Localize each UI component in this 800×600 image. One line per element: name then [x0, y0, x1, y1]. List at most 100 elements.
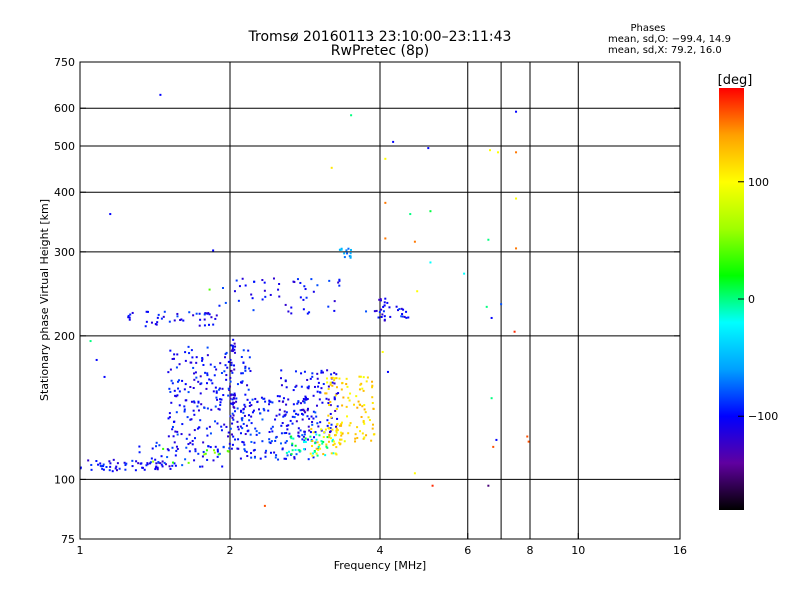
data-point — [281, 448, 284, 451]
data-point — [206, 458, 209, 461]
data-point — [295, 412, 298, 415]
data-point — [335, 431, 338, 434]
data-point — [320, 440, 323, 443]
data-point — [161, 460, 164, 463]
data-point — [193, 459, 196, 462]
data-point — [269, 451, 272, 454]
data-point — [280, 369, 283, 372]
data-point — [191, 356, 194, 359]
data-point — [359, 403, 362, 406]
data-point — [168, 387, 171, 390]
data-point — [319, 391, 322, 394]
x-tick-label: 10 — [571, 544, 585, 557]
data-point — [318, 443, 321, 446]
y-tick-label: 400 — [54, 186, 75, 199]
data-point — [304, 288, 307, 291]
data-point — [345, 377, 348, 380]
data-point — [258, 432, 261, 435]
data-point — [199, 375, 202, 378]
data-point — [274, 418, 277, 421]
data-point — [246, 430, 249, 433]
data-point — [163, 461, 166, 464]
data-point — [323, 431, 326, 434]
data-point — [233, 401, 236, 404]
data-point — [384, 157, 387, 160]
data-point — [198, 312, 201, 315]
data-point — [333, 442, 336, 445]
data-point — [193, 401, 196, 404]
data-point — [219, 403, 222, 406]
data-point — [294, 370, 297, 373]
data-point — [298, 449, 301, 452]
data-point — [125, 462, 128, 465]
data-point — [131, 311, 134, 314]
data-point — [377, 316, 380, 319]
data-point — [336, 422, 339, 425]
data-point — [490, 316, 493, 319]
data-point — [229, 385, 232, 388]
data-point — [413, 240, 416, 243]
data-point — [214, 386, 217, 389]
data-point — [384, 201, 387, 204]
data-point — [294, 385, 297, 388]
data-point — [102, 463, 105, 466]
data-point — [328, 436, 331, 439]
data-point — [302, 397, 305, 400]
data-point — [189, 385, 192, 388]
data-point — [156, 321, 159, 324]
x-axis-label: Frequency [MHz] — [334, 559, 426, 572]
data-point — [269, 442, 272, 445]
data-point — [232, 414, 235, 417]
x-tick-label: 2 — [227, 544, 234, 557]
data-point — [196, 405, 199, 408]
data-point — [360, 415, 363, 418]
y-tick-label: 300 — [54, 246, 75, 259]
data-point — [325, 392, 328, 395]
data-point — [217, 453, 220, 456]
data-point — [170, 401, 173, 404]
data-point — [335, 392, 338, 395]
data-point — [229, 393, 232, 396]
data-point — [250, 440, 253, 443]
data-point — [515, 110, 518, 113]
data-point — [285, 440, 288, 443]
data-point — [336, 405, 339, 408]
data-point — [290, 306, 293, 309]
data-point — [251, 297, 254, 300]
data-point — [300, 385, 303, 388]
data-point — [247, 388, 250, 391]
data-point — [101, 467, 104, 470]
data-point — [400, 315, 403, 318]
data-point — [215, 390, 218, 393]
data-point — [220, 398, 223, 401]
data-point — [176, 315, 179, 318]
data-point — [192, 386, 195, 389]
data-point — [216, 450, 219, 453]
data-point — [328, 431, 331, 434]
data-point — [211, 382, 214, 385]
data-point — [253, 456, 256, 459]
data-point — [184, 383, 187, 386]
data-point — [429, 261, 432, 264]
data-point — [220, 372, 223, 375]
data-point — [311, 420, 314, 423]
data-point — [359, 383, 362, 386]
data-point — [185, 399, 188, 402]
data-point — [340, 423, 343, 426]
data-point — [231, 416, 234, 419]
data-point — [268, 441, 271, 444]
data-point — [244, 449, 247, 452]
data-point — [169, 467, 172, 470]
data-point — [159, 93, 162, 96]
data-point — [285, 431, 288, 434]
data-point — [275, 454, 278, 457]
data-point — [338, 377, 341, 380]
data-point — [230, 369, 233, 372]
data-point — [361, 387, 364, 390]
data-point — [222, 445, 225, 448]
data-point — [379, 299, 382, 302]
data-point — [230, 433, 233, 436]
data-point — [181, 464, 184, 467]
data-point — [231, 371, 234, 374]
data-point — [242, 361, 245, 364]
